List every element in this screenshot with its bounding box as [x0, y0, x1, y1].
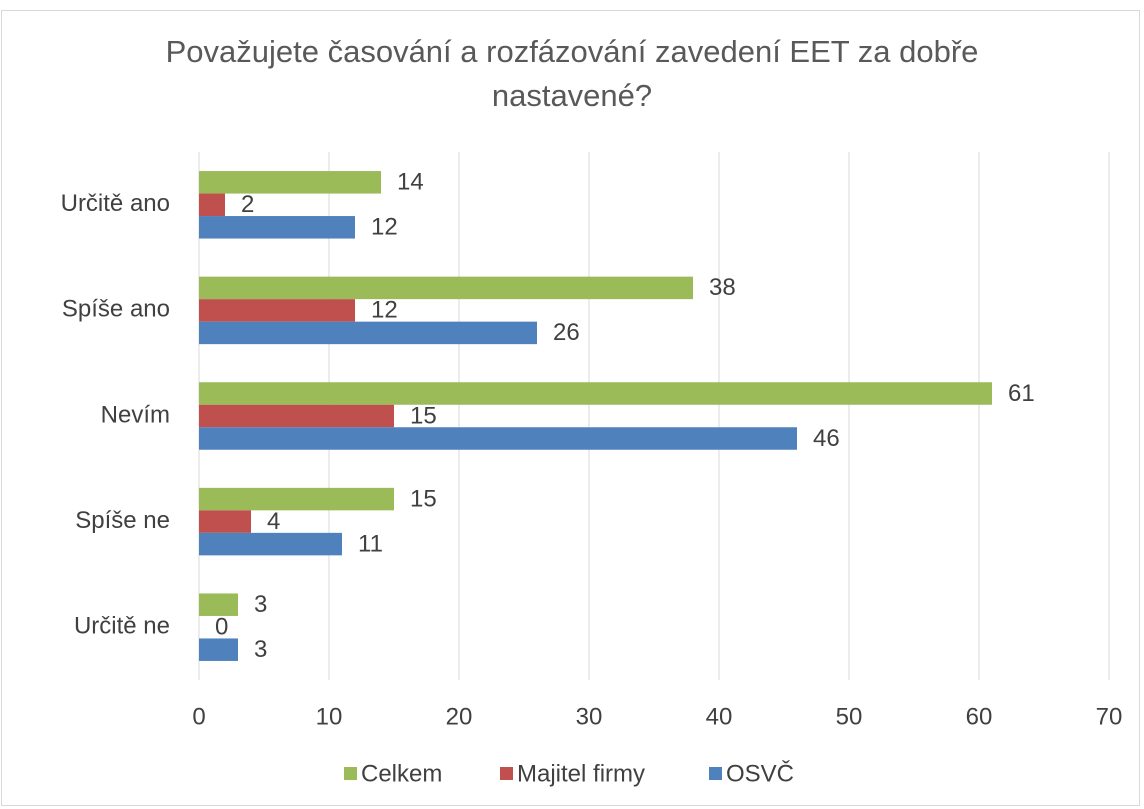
data-label: 2 [241, 191, 254, 218]
data-label: 11 [358, 530, 383, 557]
bar [199, 593, 238, 616]
y-tick-label: Spíše ne [75, 507, 170, 534]
legend-label: Celkem [361, 760, 442, 787]
x-tick-label: 0 [192, 703, 205, 730]
legend-label: Majitel firmy [517, 760, 645, 787]
data-label: 4 [267, 508, 280, 535]
y-tick-label: Určitě ano [61, 190, 170, 217]
legend-swatch [500, 767, 513, 780]
bar [199, 171, 381, 194]
data-label: 26 [553, 319, 580, 346]
bar [199, 532, 342, 556]
data-label: 15 [410, 402, 437, 429]
data-label: 12 [371, 297, 398, 324]
bar [199, 276, 693, 300]
chart-border [1, 10, 1140, 806]
legend-label: OSVČ [726, 759, 794, 787]
bar [199, 404, 394, 428]
data-label: 14 [397, 169, 424, 196]
bar [199, 299, 355, 322]
bar [199, 638, 238, 661]
bar [199, 382, 992, 405]
legend-swatch [709, 767, 722, 780]
legend-swatch [344, 767, 357, 780]
x-tick-label: 50 [836, 703, 863, 730]
chart-title: Považujete časování a rozfázování zavede… [165, 34, 979, 113]
data-label: 46 [813, 425, 840, 452]
bar [199, 427, 797, 450]
data-label: 3 [254, 636, 267, 663]
x-tick-label: 20 [446, 703, 473, 730]
x-tick-label: 40 [706, 703, 733, 730]
data-label: 15 [410, 485, 437, 512]
data-label: 0 [215, 614, 228, 641]
bar [199, 510, 251, 533]
x-tick-label: 60 [966, 703, 993, 730]
y-tick-label: Určitě ne [74, 613, 170, 640]
data-label: 61 [1008, 380, 1035, 407]
x-tick-label: 10 [316, 703, 343, 730]
bar [199, 216, 355, 239]
data-label: 3 [254, 591, 267, 618]
x-tick-label: 70 [1096, 703, 1123, 730]
data-label: 12 [371, 214, 398, 241]
y-tick-label: Nevím [101, 401, 170, 428]
bar [199, 321, 537, 345]
bar [199, 193, 225, 217]
data-label: 38 [709, 274, 736, 301]
y-tick-label: Spíše ano [62, 296, 170, 323]
bar [199, 487, 394, 511]
x-tick-label: 30 [576, 703, 603, 730]
